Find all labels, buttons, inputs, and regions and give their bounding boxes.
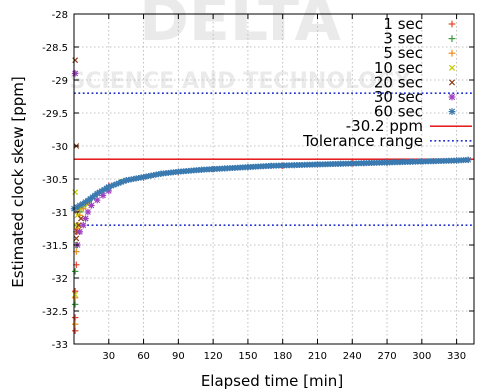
data-point <box>71 288 79 295</box>
data-point <box>71 321 79 328</box>
data-point <box>72 57 79 64</box>
data-point <box>76 228 83 235</box>
y-tick-label: -32 <box>52 274 68 285</box>
data-point <box>75 222 82 229</box>
data-point <box>71 268 79 275</box>
y-tick-label: -28 <box>52 10 68 21</box>
watermark-line1: DELTA <box>139 0 341 55</box>
x-tick-label: 300 <box>412 351 431 362</box>
data-point <box>71 301 79 308</box>
x-tick-label: 270 <box>377 351 396 362</box>
data-point <box>120 178 127 185</box>
legend-label: 30 sec <box>374 88 423 106</box>
x-axis-label: Elapsed time [min] <box>201 372 343 390</box>
x-tick-label: 90 <box>172 351 185 362</box>
data-point <box>93 196 101 204</box>
x-tick-label: 330 <box>447 351 466 362</box>
x-tick-label: 150 <box>238 351 257 362</box>
legend-label: 10 sec <box>374 59 423 77</box>
data-point <box>381 159 388 166</box>
data-point <box>155 171 162 178</box>
data-point <box>219 165 226 172</box>
data-point <box>91 192 98 199</box>
data-point <box>72 189 79 196</box>
data-point <box>84 208 92 216</box>
legend-label: 3 sec <box>383 30 423 48</box>
x-tick-label: 210 <box>308 351 327 362</box>
legend-marker <box>448 64 456 71</box>
data-point <box>73 235 80 242</box>
legend-label: 60 sec <box>374 103 423 121</box>
data-point <box>71 294 79 301</box>
y-tick-label: -29 <box>52 76 68 87</box>
data-point <box>72 291 79 298</box>
data-point <box>103 185 110 192</box>
legend-label: 1 sec <box>383 15 423 33</box>
legend-label: 5 sec <box>383 44 423 62</box>
y-tick-label: -32.5 <box>42 307 68 318</box>
legend-label: 20 sec <box>374 73 423 91</box>
y-tick-label: -33 <box>52 340 68 351</box>
x-tick-label: 180 <box>273 351 292 362</box>
data-point <box>288 162 295 169</box>
legend-marker <box>448 93 456 101</box>
data-point <box>311 161 318 168</box>
data-point <box>71 314 79 321</box>
data-point <box>335 160 342 167</box>
y-tick-label: -29.5 <box>42 109 68 120</box>
data-point <box>71 327 79 334</box>
x-tick-label: 60 <box>137 351 150 362</box>
y-axis-label: Estimated clock skew [ppm] <box>9 76 27 287</box>
watermark: DELTA SCIENCE AND TECHNOLOGY <box>70 0 412 94</box>
data-point <box>88 202 95 209</box>
y-tick-label: -31 <box>52 208 68 219</box>
data-point <box>462 156 469 163</box>
y-tick-label: -28.5 <box>42 43 68 54</box>
legend-marker <box>448 108 456 115</box>
watermark-line2: SCIENCE AND TECHNOLOGY <box>70 69 412 94</box>
legend-marker <box>448 20 456 28</box>
y-tick-label: -30.5 <box>42 175 68 186</box>
data-point <box>82 215 89 222</box>
legend-label: Tolerance range <box>302 132 423 150</box>
data-point <box>73 204 80 211</box>
data-point <box>73 222 80 229</box>
legend-marker <box>448 49 456 57</box>
data-point <box>427 158 434 165</box>
data-point <box>195 166 202 173</box>
legend-label: -30.2 ppm <box>346 117 423 135</box>
axis-ticks: 30 60 90 120 150 180 210 240 270 300 330 -28 -28.5 -2… <box>42 10 474 362</box>
x-tick-label: 240 <box>343 351 362 362</box>
data-point <box>138 174 145 181</box>
legend-marker <box>448 35 456 42</box>
data-point <box>78 215 84 222</box>
data-point <box>79 200 86 207</box>
data-point <box>242 164 249 171</box>
data-point <box>265 162 272 169</box>
x-tick-label: 30 <box>102 351 115 362</box>
data-point <box>358 160 365 167</box>
x-tick-label: 120 <box>204 351 223 362</box>
legend-marker <box>448 79 456 86</box>
data-point <box>172 169 179 176</box>
data-point <box>71 70 79 77</box>
y-tick-label: -31.5 <box>42 241 68 252</box>
data-point <box>80 222 87 229</box>
y-tick-label: -30 <box>52 142 68 153</box>
data-point <box>404 158 411 165</box>
data-points <box>70 57 472 334</box>
